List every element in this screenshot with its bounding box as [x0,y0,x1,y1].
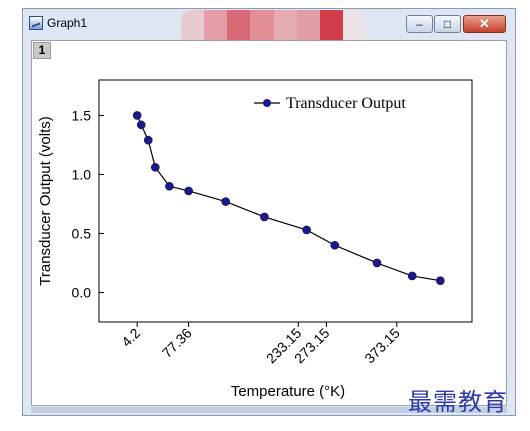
graph-window-icon [29,16,43,30]
legend-marker [263,99,271,107]
data-point [372,258,382,268]
data-point [330,240,340,250]
obscured-block [250,10,274,44]
legend: Transducer Output [254,95,406,112]
data-point [260,212,269,222]
data-point [136,120,146,130]
window-title: Graph1 [47,16,88,30]
data-point [132,111,142,120]
maximize-icon: □ [443,17,452,31]
data-point [143,135,153,145]
x-tick-label: 77.36 [159,325,195,361]
obscured-region [181,10,366,44]
data-point [184,186,193,196]
close-icon: ✕ [479,16,490,31]
minimize-icon: – [416,17,423,31]
data-point [165,181,174,191]
y-tick-label: 1.5 [72,107,92,123]
data-point [151,163,160,172]
obscured-block [342,10,366,44]
obscured-block [204,10,228,44]
watermark-text: 最需教育 [408,388,508,416]
data-point [436,276,445,285]
close-button[interactable]: ✕ [463,15,506,33]
y-tick-label: 0.0 [72,284,92,300]
obscured-block [296,10,320,44]
graph-window: Graph1 – □ ✕ 1 0.0 0.5 1.0 1.5 4.2 77.36 233.… [22,8,516,416]
layer-tab[interactable]: 1 [33,42,51,59]
data-point [302,225,311,235]
y-tick-label: 1.0 [72,166,92,182]
maximize-button[interactable]: □ [434,15,461,33]
y-tick-label: 0.5 [72,225,92,241]
minimize-button[interactable]: – [406,15,433,33]
status-bar [31,407,507,413]
legend-label: Transducer Output [286,95,406,112]
series-layer [132,111,445,285]
data-point [221,197,230,206]
obscured-block [227,10,251,44]
x-tick-label: 373.15 [361,325,403,367]
data-point [407,271,417,281]
x-tick-label: 4.2 [118,325,143,350]
y-axis-label: Transducer Output (volts) [37,116,54,286]
obscured-block [319,10,343,44]
title-bar[interactable]: Graph1 – □ ✕ [23,9,515,44]
series-line [136,115,441,282]
obscured-block [273,10,297,44]
graph-canvas[interactable]: 1 0.0 0.5 1.0 1.5 4.2 77.36 233.15 273.15 373.1… [31,40,507,406]
plot-frame [98,79,473,323]
y-axis: 0.0 0.5 1.0 1.5 [72,107,104,300]
x-axis-label: Temperature (°K) [231,383,345,400]
obscured-block [181,10,205,44]
